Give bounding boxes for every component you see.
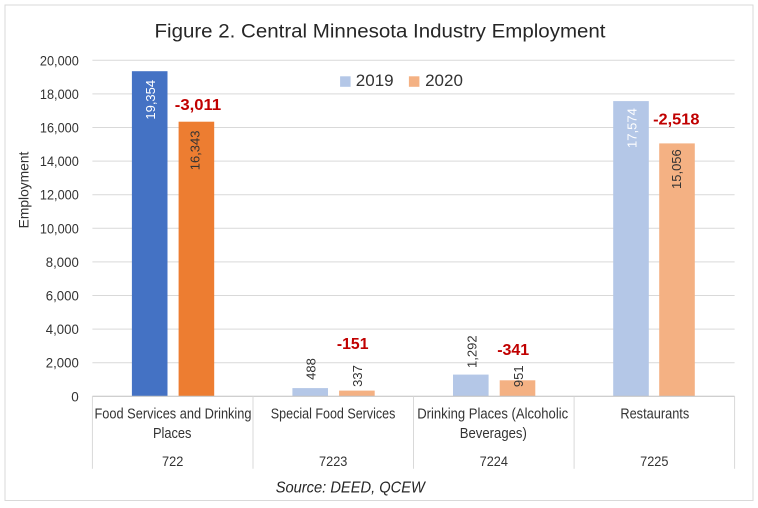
svg-text:10,000: 10,000 [40, 221, 79, 236]
svg-text:17,574: 17,574 [625, 108, 640, 148]
svg-text:15,056: 15,056 [669, 149, 684, 189]
svg-text:16,343: 16,343 [188, 131, 203, 171]
svg-text:12,000: 12,000 [40, 188, 79, 203]
svg-text:7223: 7223 [319, 453, 347, 469]
svg-text:7224: 7224 [480, 453, 508, 469]
svg-text:8,000: 8,000 [46, 255, 79, 270]
svg-text:Employment: Employment [16, 152, 32, 229]
svg-text:2020: 2020 [425, 71, 463, 90]
svg-text:Drinking Places (Alcoholic: Drinking Places (Alcoholic [417, 406, 568, 423]
svg-text:-2,518: -2,518 [653, 111, 699, 128]
svg-text:Beverages): Beverages) [460, 425, 527, 442]
svg-text:488: 488 [304, 358, 319, 380]
svg-text:2,000: 2,000 [46, 356, 79, 371]
svg-text:-341: -341 [497, 342, 529, 359]
svg-text:-3,011: -3,011 [175, 97, 222, 114]
svg-text:Figure 2. Central Minnesota In: Figure 2. Central Minnesota Industry Emp… [155, 22, 607, 43]
svg-text:Food Services and Drinking: Food Services and Drinking [95, 406, 252, 423]
svg-text:7225: 7225 [640, 453, 668, 469]
svg-text:337: 337 [350, 365, 365, 387]
svg-text:2019: 2019 [356, 71, 394, 90]
svg-text:20,000: 20,000 [40, 53, 79, 68]
svg-text:Source: DEED, QCEW: Source: DEED, QCEW [276, 480, 427, 497]
svg-text:16,000: 16,000 [40, 120, 79, 135]
svg-text:Restaurants: Restaurants [620, 406, 689, 423]
svg-text:4,000: 4,000 [46, 322, 79, 337]
svg-text:-151: -151 [337, 336, 369, 353]
svg-text:722: 722 [162, 453, 183, 469]
svg-text:6,000: 6,000 [46, 288, 79, 303]
svg-text:0: 0 [71, 389, 79, 404]
svg-text:Places: Places [153, 425, 192, 442]
svg-text:18,000: 18,000 [40, 87, 79, 102]
svg-text:1,292: 1,292 [464, 335, 479, 368]
svg-text:14,000: 14,000 [40, 154, 79, 169]
svg-text:951: 951 [511, 365, 526, 387]
svg-text:Special Food Services: Special Food Services [271, 406, 396, 423]
svg-text:19,354: 19,354 [143, 80, 158, 120]
